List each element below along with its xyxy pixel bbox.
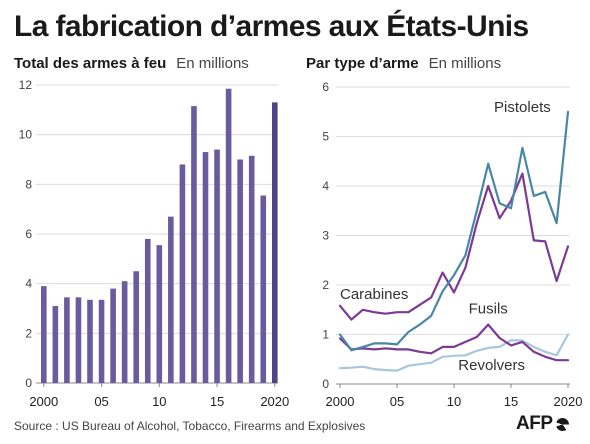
right-x-tick-label: 2000: [326, 394, 355, 409]
bar: [260, 195, 267, 383]
afp-logo-text: AFP: [516, 413, 553, 434]
afp-swirl-icon: [555, 417, 569, 431]
bar: [248, 155, 255, 383]
right-y-tick-label: 6: [322, 80, 329, 94]
bar: [133, 271, 139, 383]
series-label-pistolets: Pistolets: [494, 99, 551, 116]
series-line-carabines: [338, 172, 570, 321]
bar: [144, 238, 151, 383]
bar: [110, 288, 116, 383]
left-y-tick-label: 2: [25, 326, 32, 340]
series-label-carabines: Carabines: [340, 286, 408, 303]
right-y-tick-label: 3: [322, 229, 329, 243]
left-x-tick-label: 2020: [260, 394, 289, 409]
series-label-revolvers: Revolvers: [458, 357, 525, 374]
left-y-tick-label: 10: [19, 128, 33, 142]
bar: [41, 286, 47, 383]
series-line-fusils: [338, 323, 570, 362]
left-y-tick-label: 8: [25, 177, 32, 191]
right-x-tick-label: 10: [447, 394, 461, 409]
left-chart-title-text: Total des armes à feu: [14, 55, 167, 72]
bar: [202, 152, 209, 383]
left-y-tick-label: 6: [25, 227, 32, 241]
bar: [98, 299, 105, 383]
left-chart-title: Total des armes à feu En millions: [14, 55, 249, 72]
right-chart-title: Par type d’arme En millions: [306, 55, 501, 72]
right-chart-unit: En millions: [428, 55, 502, 72]
bar: [64, 297, 70, 383]
total-firearms-bar-chart: 0 2 4 6 8 10 12 2000 05 10 15 2020: [19, 78, 290, 409]
bar: [214, 149, 220, 383]
bar: [121, 281, 128, 383]
right-y-tick-label: 5: [322, 130, 329, 144]
right-chart-title-text: Par type d’arme: [306, 55, 419, 72]
bar: [87, 299, 93, 383]
right-y-tick-label: 0: [322, 377, 329, 391]
right-x-tick-label: 2020: [554, 394, 583, 409]
left-y-tick-label: 4: [25, 277, 32, 291]
left-y-tick-label: 12: [19, 78, 33, 92]
right-x-tick-label: 05: [390, 394, 404, 409]
right-x-tick-label: 15: [504, 394, 518, 409]
right-y-tick-label: 1: [322, 328, 329, 342]
right-y-tick-label: 2: [322, 278, 329, 292]
bar: [225, 88, 232, 383]
bar: [156, 245, 163, 383]
bar: [237, 159, 243, 383]
afp-logo: AFP: [516, 413, 569, 435]
left-x-tick-label: 05: [94, 394, 108, 409]
series-label-fusils: Fusils: [469, 301, 508, 318]
left-x-tick-label: 10: [152, 394, 166, 409]
bar: [191, 106, 197, 383]
bar: [272, 102, 278, 383]
page-title: La fabrication d’armes aux États-Unis: [14, 10, 529, 43]
bar: [179, 164, 186, 383]
series-line-revolvers: [338, 333, 570, 372]
left-y-tick-label: 0: [25, 376, 32, 390]
bar: [168, 216, 174, 383]
left-x-tick-label: 15: [210, 394, 224, 409]
bar: [75, 297, 82, 383]
left-chart-unit: En millions: [176, 55, 249, 72]
source-note: Source : US Bureau of Alcohol, Tobacco, …: [14, 419, 366, 433]
firearms-by-type-line-chart: 0 1 2 3 4 5 6 2000 05 10 15 2020 Pistolets Carabines F…: [322, 80, 582, 409]
series-line-pistolets: [338, 110, 570, 352]
bar: [52, 306, 59, 383]
left-x-tick-label: 2000: [29, 394, 58, 409]
right-y-tick-label: 4: [322, 179, 329, 193]
